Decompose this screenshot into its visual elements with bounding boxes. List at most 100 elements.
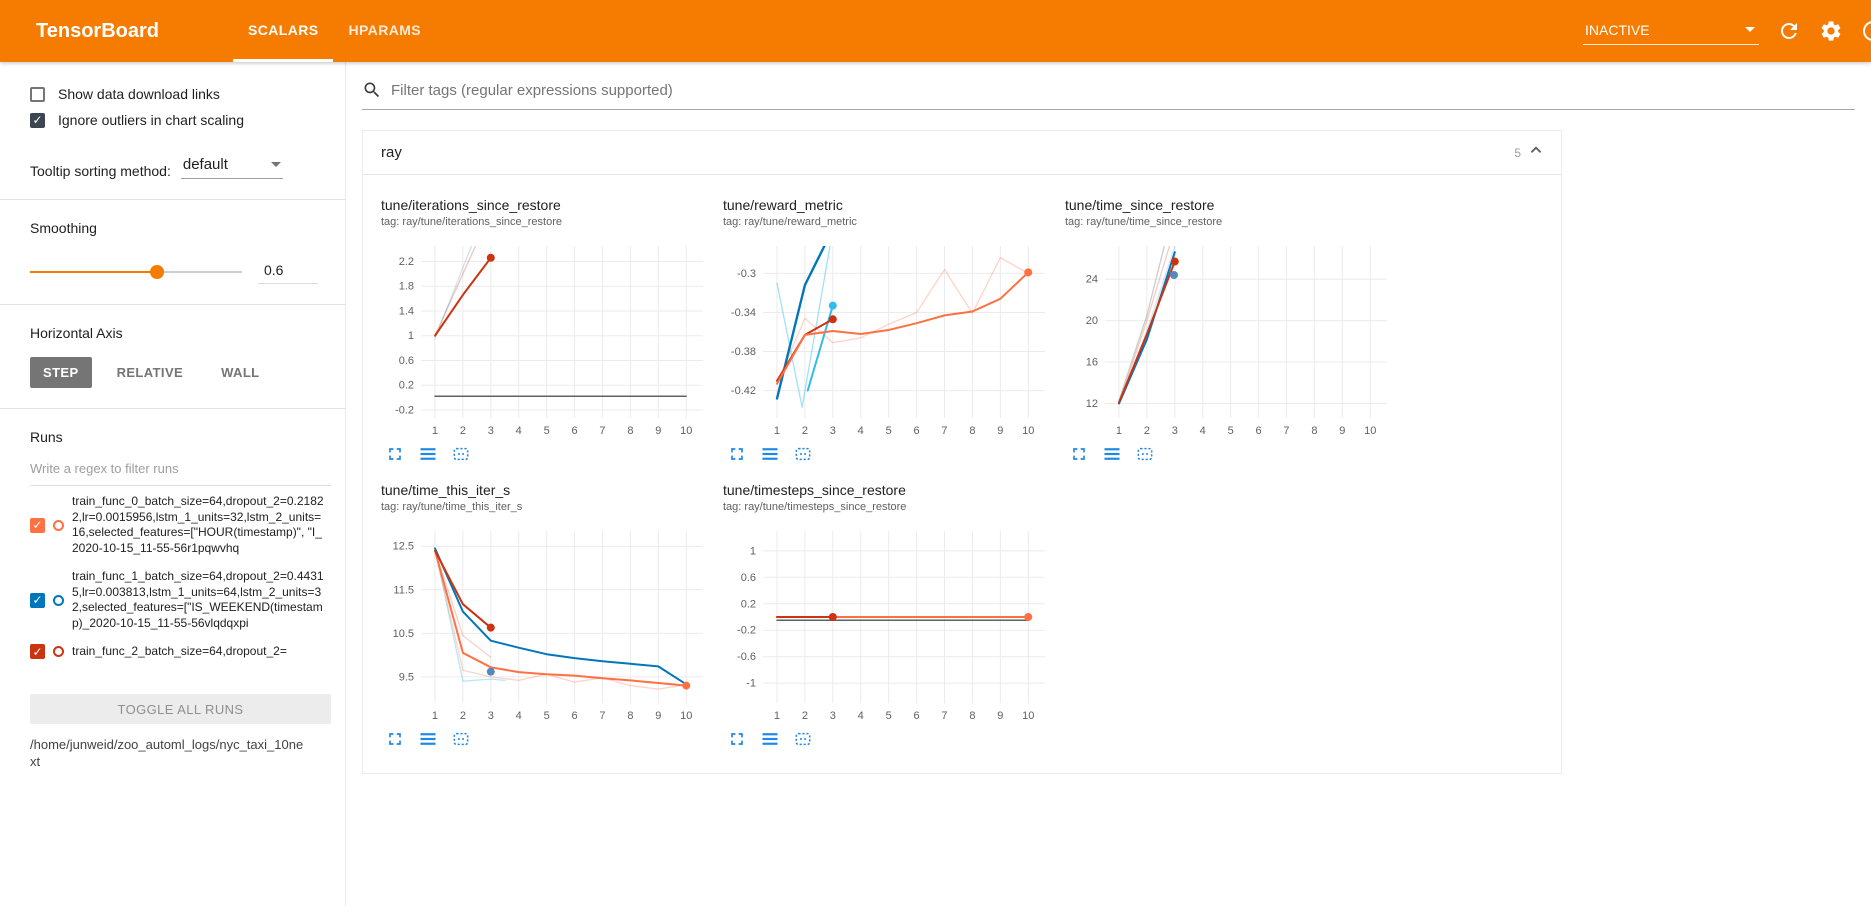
- expand-chart-icon[interactable]: [1069, 444, 1089, 464]
- chart-title: tune/reward_metric: [723, 197, 843, 213]
- svg-text:5: 5: [886, 425, 892, 437]
- svg-text:6: 6: [572, 425, 578, 437]
- tooltip-sorting-label: Tooltip sorting method:: [30, 163, 171, 179]
- scalar-line-chart[interactable]: 1 2 3 4 5 6 7 8 9 10 9.5 10.5 11.5 12.5: [381, 521, 711, 727]
- expand-chart-icon[interactable]: [385, 729, 405, 749]
- pin-selection-icon[interactable]: [793, 729, 813, 749]
- run-checkbox[interactable]: ✓: [30, 517, 45, 533]
- run-selector-lines-icon[interactable]: [418, 444, 438, 464]
- svg-text:0.2: 0.2: [399, 380, 414, 392]
- svg-text:10: 10: [1022, 425, 1034, 437]
- run-solo-radio[interactable]: [53, 519, 64, 531]
- pin-selection-icon[interactable]: [793, 444, 813, 464]
- expand-chart-icon[interactable]: [727, 729, 747, 749]
- svg-text:10.5: 10.5: [393, 628, 414, 640]
- svg-text:16: 16: [1086, 357, 1098, 369]
- run-selector-lines-icon[interactable]: [418, 729, 438, 749]
- chart-tag-subtitle: tag: ray/tune/iterations_since_restore: [381, 216, 562, 228]
- show-data-download-links-checkbox[interactable]: Show data download links: [30, 86, 331, 102]
- svg-text:2.2: 2.2: [399, 256, 414, 268]
- svg-text:8: 8: [627, 425, 633, 437]
- tag-filter-row: [362, 80, 1855, 110]
- run-item[interactable]: ✓ train_func_1_batch_size=64,dropout_2=0.…: [30, 569, 331, 631]
- smoothing-label: Smoothing: [30, 220, 97, 236]
- tag-group-meta[interactable]: 5: [1514, 139, 1547, 166]
- smoothing-slider[interactable]: [30, 265, 242, 279]
- svg-text:9: 9: [997, 710, 1003, 722]
- refresh-icon[interactable]: [1777, 19, 1801, 43]
- scalar-line-chart[interactable]: 1 2 3 4 5 6 7 8 9 10 -0.42 -0.38 -0.34 -0.3: [723, 236, 1053, 442]
- ignore-outliers-checkbox[interactable]: ✓ Ignore outliers in chart scaling: [30, 112, 331, 128]
- divider: [0, 199, 345, 200]
- reload-status-dropdown[interactable]: INACTIVE: [1583, 18, 1759, 45]
- run-checkbox[interactable]: ✓: [30, 592, 45, 608]
- help-icon[interactable]: [1861, 19, 1871, 43]
- svg-text:1: 1: [432, 710, 438, 722]
- svg-text:4: 4: [858, 425, 864, 437]
- axis-relative-button[interactable]: RELATIVE: [104, 357, 197, 388]
- checkbox-label: Ignore outliers in chart scaling: [58, 112, 244, 128]
- expand-chart-icon[interactable]: [727, 444, 747, 464]
- svg-text:6: 6: [1256, 425, 1262, 437]
- divider: [0, 304, 345, 305]
- svg-text:-0.2: -0.2: [395, 404, 414, 416]
- tag-group-header[interactable]: ray 5: [363, 131, 1561, 175]
- svg-text:9: 9: [655, 425, 661, 437]
- runs-filter-input[interactable]: [30, 453, 331, 486]
- svg-text:10: 10: [680, 710, 692, 722]
- status-label: INACTIVE: [1585, 21, 1650, 38]
- chevron-up-icon[interactable]: [1525, 139, 1547, 166]
- svg-text:9: 9: [1339, 425, 1345, 437]
- scalar-line-chart[interactable]: 1 2 3 4 5 6 7 8 9 10 -1 -0.6 -0.2 0.2 0.6 1: [723, 521, 1053, 727]
- checkbox-unchecked[interactable]: [30, 86, 45, 102]
- svg-text:9: 9: [997, 425, 1003, 437]
- tab-scalars[interactable]: SCALARS: [232, 0, 334, 62]
- svg-text:7: 7: [599, 425, 605, 437]
- pin-selection-icon[interactable]: [1135, 444, 1155, 464]
- svg-text:10: 10: [1364, 425, 1376, 437]
- chart-toolbar: [1065, 444, 1395, 464]
- run-item[interactable]: ✓ train_func_0_batch_size=64,dropout_2=0.…: [30, 494, 331, 556]
- tag-filter-input[interactable]: [391, 81, 1855, 99]
- run-item[interactable]: ✓ train_func_2_batch_size=64,dropout_2=: [30, 644, 331, 660]
- pin-selection-icon[interactable]: [451, 729, 471, 749]
- svg-text:1: 1: [408, 330, 414, 342]
- svg-text:7: 7: [599, 710, 605, 722]
- svg-text:8: 8: [969, 425, 975, 437]
- svg-text:1: 1: [774, 425, 780, 437]
- svg-text:0.2: 0.2: [741, 598, 756, 610]
- run-selector-lines-icon[interactable]: [1102, 444, 1122, 464]
- run-selector-lines-icon[interactable]: [760, 444, 780, 464]
- svg-text:-0.34: -0.34: [731, 307, 756, 319]
- svg-text:1: 1: [750, 545, 756, 557]
- runs-label: Runs: [30, 429, 63, 445]
- svg-text:2: 2: [460, 710, 466, 722]
- svg-text:9: 9: [655, 710, 661, 722]
- chart-card: tune/reward_metric tag: ray/tune/reward_m…: [723, 197, 1053, 464]
- axis-wall-button[interactable]: WALL: [208, 357, 272, 388]
- chart-tag-subtitle: tag: ray/tune/time_since_restore: [1065, 216, 1223, 228]
- run-solo-radio[interactable]: [53, 594, 64, 606]
- run-solo-radio[interactable]: [53, 646, 64, 658]
- svg-text:7: 7: [941, 710, 947, 722]
- expand-chart-icon[interactable]: [385, 444, 405, 464]
- run-selector-lines-icon[interactable]: [760, 729, 780, 749]
- run-checkbox[interactable]: ✓: [30, 644, 45, 660]
- slider-thumb[interactable]: [150, 265, 165, 279]
- scalar-line-chart[interactable]: 1 2 3 4 5 6 7 8 9 10 -0.2 0.2 0.6 1 1.4 1.8 2.2: [381, 236, 711, 442]
- checkbox-checked[interactable]: ✓: [30, 112, 45, 128]
- pin-selection-icon[interactable]: [451, 444, 471, 464]
- svg-text:0.6: 0.6: [399, 355, 414, 367]
- run-label: train_func_2_batch_size=64,dropout_2=: [72, 644, 287, 658]
- tab-hparams[interactable]: HPARAMS: [348, 21, 422, 38]
- svg-text:8: 8: [627, 710, 633, 722]
- smoothing-value-input[interactable]: [258, 260, 318, 284]
- settings-gear-icon[interactable]: [1819, 19, 1843, 43]
- toggle-all-runs-button[interactable]: TOGGLE ALL RUNS: [30, 694, 331, 724]
- axis-step-button[interactable]: STEP: [30, 357, 92, 388]
- chart-title: tune/timesteps_since_restore: [723, 482, 906, 498]
- run-label: train_func_1_batch_size=64,dropout_2=0.4…: [72, 569, 324, 630]
- tooltip-sorting-dropdown[interactable]: default: [180, 154, 283, 179]
- run-list: ✓ train_func_0_batch_size=64,dropout_2=0.…: [30, 494, 331, 688]
